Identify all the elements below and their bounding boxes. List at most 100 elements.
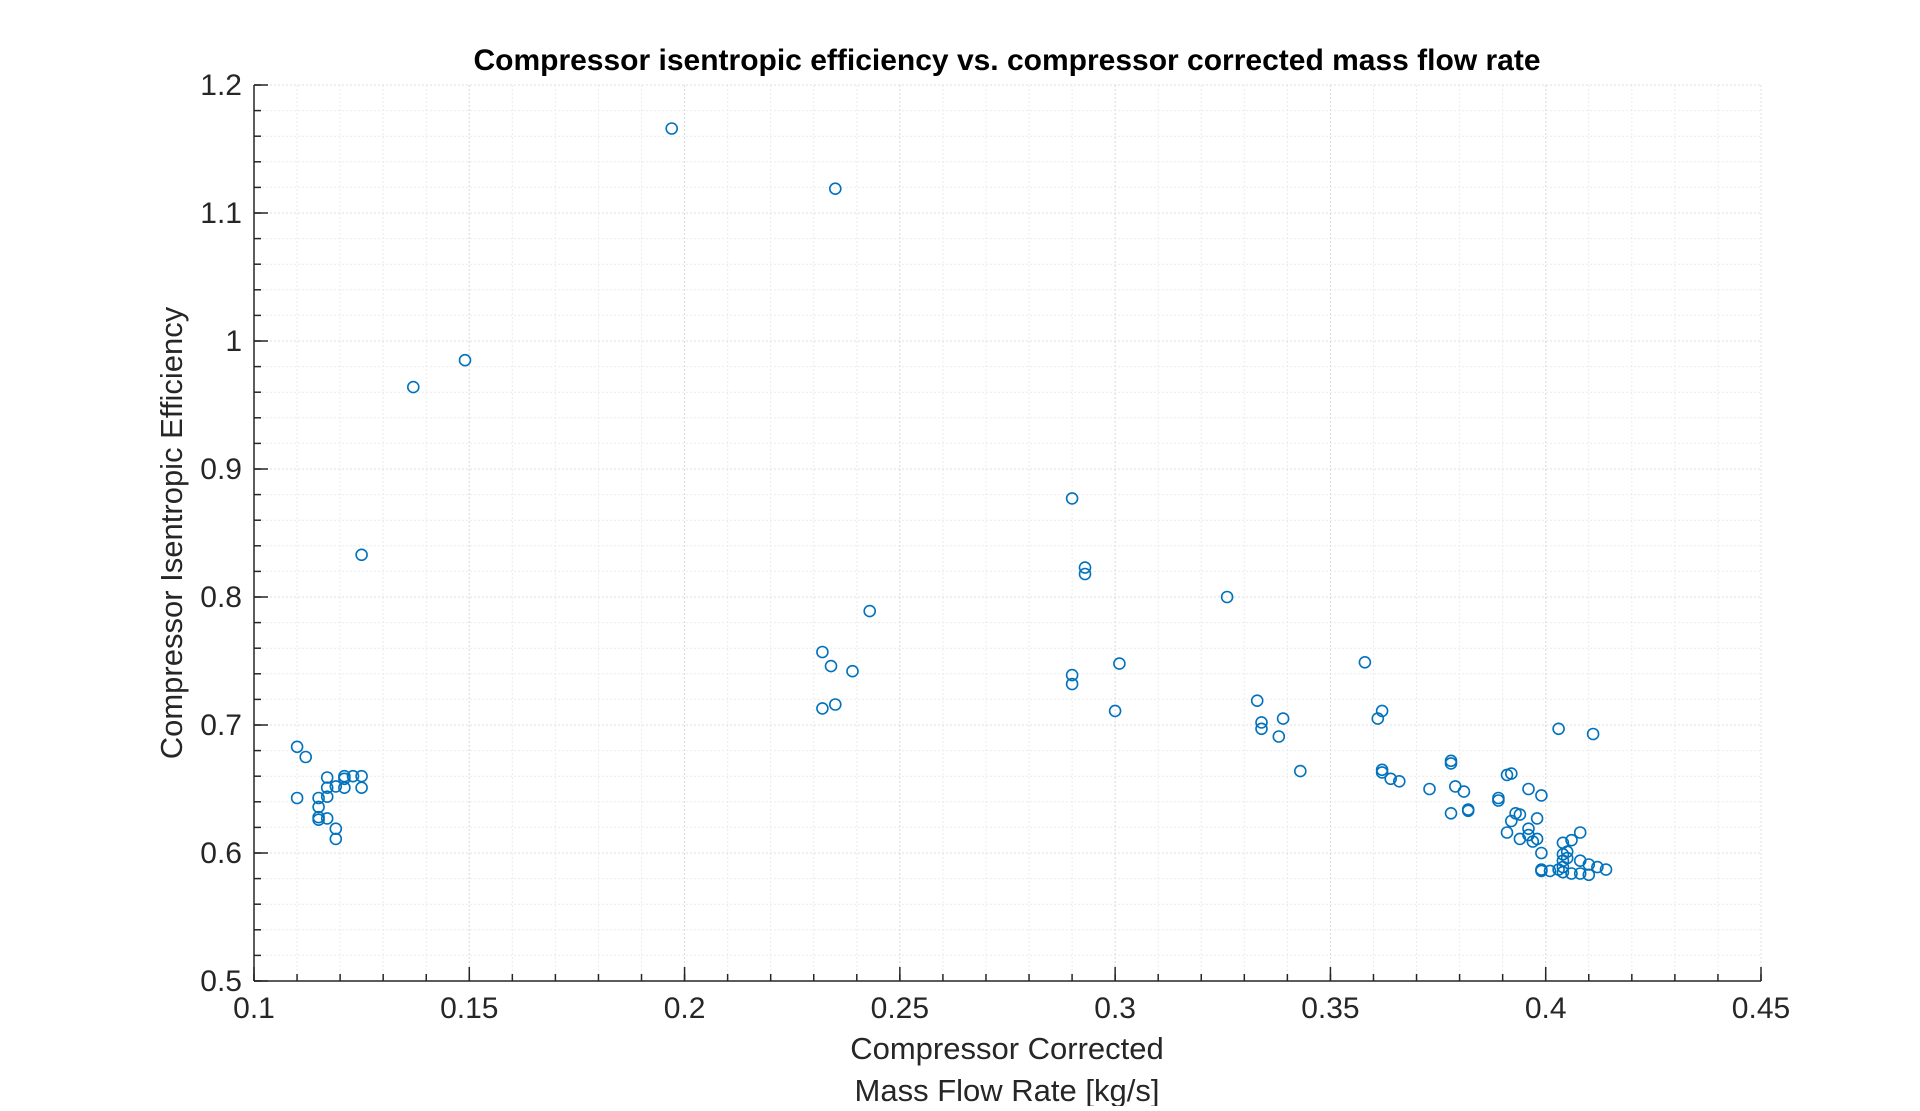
y-tick-label: 0.9 [200,453,242,486]
x-tick-label: 0.4 [1525,992,1567,1025]
data-point [1371,712,1385,725]
data-point [1560,851,1574,865]
data-point [338,772,351,786]
y-tick-label: 0.8 [200,581,242,614]
y-tick-label: 0.5 [200,965,242,998]
y-tick-label: 1 [225,325,242,358]
data-point [1530,812,1544,825]
data-point [1505,767,1518,780]
data-point [846,664,859,678]
data-point [816,702,829,715]
x-tick-label: 0.1 [233,992,275,1025]
data-point [290,791,304,805]
data-point [355,548,368,562]
data-point [1255,716,1268,729]
data-point [1535,789,1548,802]
data-point [824,659,838,673]
data-point [329,780,343,793]
data-point [1552,722,1565,736]
data-point [1573,867,1587,880]
data-points [290,122,1613,882]
data-point [1272,730,1286,743]
data-point [1500,826,1514,839]
tick-marks [253,84,1762,982]
x-tick-label: 0.2 [664,992,706,1025]
data-point [828,182,842,195]
data-point [1384,772,1397,786]
plot-area [254,85,1761,981]
data-point [1565,867,1578,880]
data-point [1513,808,1527,821]
data-point [1586,727,1600,741]
x-axis-label-line-1: Compressor Corrected [850,1031,1164,1066]
y-tick-label: 1.1 [200,197,242,230]
tick-labels: 0.1 0.15 0.2 0.25 0.3 0.35 0.4 0.45 0.5 0.6 0.7 0.8… [200,69,1790,1025]
data-point [320,781,334,795]
data-point [1393,774,1406,788]
data-point [1461,804,1475,818]
data-point [1113,657,1126,670]
x-tick-label: 0.15 [440,992,498,1025]
data-point [1535,864,1548,878]
y-tick-label: 1.2 [200,69,242,102]
data-point [1255,722,1268,736]
data-point [320,812,334,825]
data-point [312,791,325,805]
data-point [1250,694,1264,708]
x-axis-label-line-2: Mass Flow Rate [kg/s] [855,1073,1160,1106]
data-point [1444,757,1458,770]
data-point [1078,561,1092,574]
y-tick-label: 0.7 [200,709,242,742]
data-point [355,781,368,795]
data-point [406,380,420,394]
data-point [1065,668,1079,682]
data-point [338,781,351,795]
data-point [1065,677,1079,691]
data-point [828,698,842,711]
data-point [1556,865,1570,879]
data-point [1599,863,1613,876]
data-point [1522,782,1535,796]
data-point [1457,785,1471,798]
data-point [1492,794,1505,807]
data-point [1543,864,1557,878]
data-point [1276,712,1290,725]
data-point [290,740,304,754]
data-point [1108,704,1122,718]
data-point [1573,826,1587,839]
data-point [299,750,313,764]
x-tick-label: 0.45 [1732,992,1790,1025]
data-point [312,813,325,827]
x-tick-label: 0.25 [871,992,929,1025]
y-tick-label: 0.6 [200,837,242,870]
data-point [863,604,877,618]
data-point [458,353,472,367]
data-point [346,769,360,783]
data-point [1375,766,1389,779]
data-point [1565,833,1578,847]
data-point [1444,806,1458,820]
data-point [1294,764,1307,778]
axes [253,85,1761,982]
data-point [329,832,343,846]
data-point [320,790,334,804]
data-point [1065,492,1079,505]
data-point [665,122,679,135]
chart-title: Compressor isentropic efficiency vs. com… [473,44,1540,77]
data-point [1522,822,1535,836]
x-tick-label: 0.35 [1301,992,1359,1025]
data-point [1530,832,1544,846]
data-point [816,645,829,659]
x-tick-label: 0.3 [1094,992,1136,1025]
data-point [1535,846,1548,860]
y-axis-label: Compressor Isentropic Efficiency [154,306,189,759]
data-point [1358,655,1372,669]
data-point [1220,590,1234,604]
data-point [1423,782,1436,796]
data-point [1078,567,1092,581]
data-point [1560,845,1574,859]
data-point [1591,860,1604,874]
data-point [1582,868,1596,882]
